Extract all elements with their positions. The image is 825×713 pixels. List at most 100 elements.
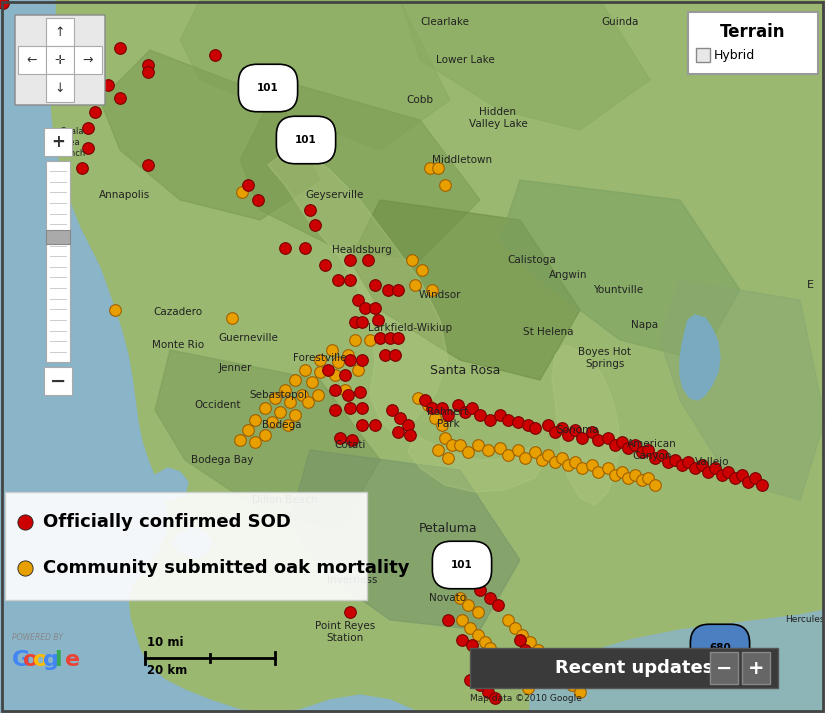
Point	[586, 426, 599, 438]
Point	[348, 317, 361, 328]
Point	[441, 409, 455, 421]
Point	[592, 466, 605, 478]
Text: 20 km: 20 km	[147, 664, 187, 677]
Point	[385, 404, 398, 416]
Text: Middletown: Middletown	[432, 155, 492, 165]
Point	[266, 416, 279, 428]
Point	[289, 409, 302, 421]
Point	[615, 466, 629, 478]
Bar	[44, 128, 72, 156]
Point	[428, 412, 441, 424]
Point	[523, 652, 536, 664]
Point	[394, 412, 407, 424]
Point	[592, 434, 605, 446]
Text: e: e	[64, 650, 80, 670]
Point	[314, 366, 327, 378]
Point	[289, 374, 302, 386]
Point	[391, 284, 404, 296]
Point	[478, 656, 492, 667]
Point	[521, 682, 535, 694]
Point	[568, 424, 582, 436]
Point	[715, 469, 728, 481]
Point	[465, 576, 478, 588]
Point	[586, 459, 599, 471]
Point	[441, 452, 455, 463]
Point	[535, 454, 549, 466]
Point	[209, 49, 222, 61]
Text: Cloverdale: Cloverdale	[240, 67, 296, 77]
Point	[101, 79, 115, 91]
Point	[423, 163, 436, 174]
Point	[82, 143, 95, 154]
Text: Dillon Beach: Dillon Beach	[252, 495, 318, 505]
Point	[233, 434, 247, 446]
Point	[502, 449, 515, 461]
Point	[541, 419, 554, 431]
Point	[655, 449, 668, 461]
Polygon shape	[100, 50, 320, 220]
Text: American
Canyon: American Canyon	[627, 439, 676, 461]
Point	[482, 444, 495, 456]
Point	[328, 369, 342, 381]
Point	[113, 92, 126, 103]
Point	[551, 666, 564, 677]
Point	[391, 426, 404, 438]
Text: St Helena: St Helena	[523, 327, 573, 337]
Point	[242, 179, 255, 190]
Point	[431, 163, 445, 174]
Text: g: g	[44, 650, 59, 670]
Point	[343, 402, 356, 414]
Point	[555, 452, 568, 463]
Text: +: +	[747, 659, 764, 677]
Text: Map data ©2010 Google: Map data ©2010 Google	[470, 694, 582, 703]
Point	[483, 642, 497, 654]
Text: +: +	[51, 133, 65, 151]
Text: Hercules: Hercules	[785, 615, 825, 625]
Point	[488, 692, 502, 704]
Point	[333, 432, 346, 443]
Point	[541, 449, 554, 461]
Point	[18, 563, 31, 574]
Point	[391, 332, 404, 344]
Point	[735, 469, 748, 481]
Text: Community submitted oak mortality: Community submitted oak mortality	[43, 559, 409, 577]
Point	[361, 255, 375, 266]
Point	[363, 334, 376, 346]
Point	[348, 334, 361, 346]
Point	[483, 414, 497, 426]
Point	[235, 186, 248, 198]
Point	[512, 416, 525, 428]
Point	[379, 349, 392, 361]
Point	[356, 402, 369, 414]
Text: Larkfield-Wikiup: Larkfield-Wikiup	[368, 323, 452, 333]
Text: 10 mi: 10 mi	[147, 636, 183, 649]
Point	[518, 645, 531, 656]
Text: Terrain: Terrain	[720, 23, 785, 41]
Polygon shape	[50, 0, 825, 713]
Point	[412, 392, 425, 404]
Point	[601, 462, 615, 473]
Text: Petaluma: Petaluma	[418, 521, 478, 535]
Point	[615, 436, 629, 448]
Point	[512, 444, 525, 456]
Point	[549, 456, 562, 468]
Point	[565, 679, 578, 691]
Point	[635, 446, 648, 458]
Text: ↑: ↑	[54, 26, 65, 39]
Point	[301, 396, 314, 408]
Point	[513, 670, 526, 681]
Text: Rohnert
Park: Rohnert Park	[427, 407, 469, 429]
Point	[318, 260, 332, 271]
Point	[322, 364, 335, 376]
Text: o: o	[22, 650, 38, 670]
Point	[483, 662, 497, 674]
Point	[299, 242, 312, 254]
Text: Napa: Napa	[631, 320, 658, 330]
Point	[575, 462, 588, 473]
Text: Angwin: Angwin	[549, 270, 587, 280]
Point	[575, 432, 588, 443]
Polygon shape	[155, 350, 380, 530]
Point	[539, 652, 552, 664]
Point	[141, 59, 154, 71]
Point	[601, 432, 615, 443]
